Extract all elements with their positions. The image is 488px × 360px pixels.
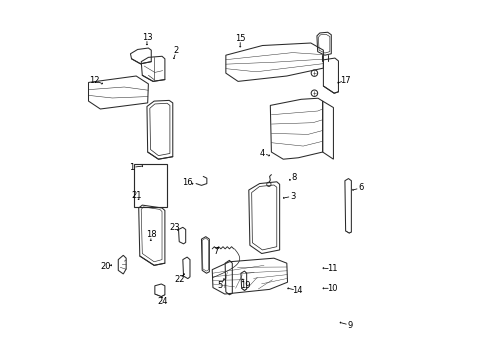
Text: 6: 6 — [358, 183, 363, 192]
Text: 4: 4 — [259, 149, 264, 158]
Text: 22: 22 — [174, 275, 184, 284]
Text: 15: 15 — [234, 34, 245, 43]
Text: 5: 5 — [217, 281, 222, 290]
Text: 2: 2 — [173, 46, 179, 55]
Text: 19: 19 — [240, 281, 250, 290]
Text: 9: 9 — [347, 321, 352, 330]
Text: 17: 17 — [340, 76, 350, 85]
Text: 21: 21 — [131, 190, 141, 199]
Text: 3: 3 — [290, 192, 295, 201]
Text: 10: 10 — [326, 284, 337, 293]
Text: 16: 16 — [182, 178, 193, 187]
Text: 13: 13 — [142, 33, 152, 42]
Text: 11: 11 — [326, 265, 337, 274]
Text: 1: 1 — [129, 163, 134, 172]
Text: 7: 7 — [213, 247, 218, 256]
Text: 23: 23 — [169, 223, 180, 232]
Text: 8: 8 — [291, 173, 296, 182]
Text: 14: 14 — [292, 286, 302, 295]
Text: 12: 12 — [89, 76, 100, 85]
Text: 24: 24 — [157, 297, 168, 306]
Text: 20: 20 — [100, 262, 110, 271]
Text: 18: 18 — [145, 230, 156, 239]
